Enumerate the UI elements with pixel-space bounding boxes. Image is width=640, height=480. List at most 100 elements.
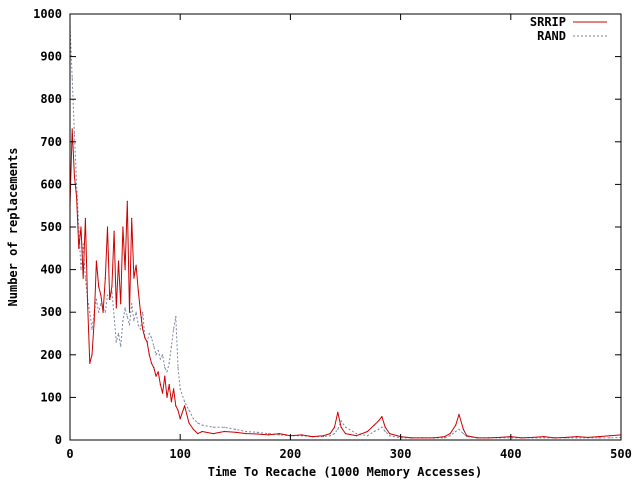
rand-data-point <box>162 354 164 356</box>
srrip-data-point <box>609 435 611 437</box>
srrip-data-point <box>104 277 106 279</box>
y-tick-label: 1000 <box>33 7 62 21</box>
srrip-data-point <box>311 436 313 438</box>
srrip-data-point <box>128 311 131 313</box>
srrip-data-point <box>192 428 194 430</box>
rand-data-point <box>576 437 578 439</box>
srrip-data-point <box>155 375 157 377</box>
srrip-data-point <box>95 260 97 262</box>
srrip-data-point <box>164 375 166 377</box>
srrip-data-point <box>422 437 424 439</box>
srrip-data-point <box>444 436 446 438</box>
srrip-data-point <box>184 405 186 407</box>
rand-data-point <box>168 362 170 364</box>
rand-data-point <box>113 315 115 318</box>
srrip-data-point <box>411 437 413 439</box>
rand-data-point <box>322 436 325 438</box>
srrip-data-point <box>576 436 578 438</box>
srrip-data-point <box>126 200 128 202</box>
srrip-data-point <box>554 437 556 439</box>
srrip-data-point <box>139 311 142 313</box>
srrip-data-point <box>98 286 100 288</box>
y-tick-label: 200 <box>40 348 62 362</box>
srrip-data-point <box>91 354 93 356</box>
rand-data-point <box>329 435 331 437</box>
rand-data-point <box>124 307 126 309</box>
y-tick-label: 700 <box>40 135 62 149</box>
srrip-data-point <box>131 217 133 220</box>
srrip-data-point <box>89 362 91 364</box>
srrip-data-point <box>80 226 82 228</box>
rand-data-point <box>78 226 80 228</box>
rand-data-point <box>137 324 139 326</box>
srrip-data-point <box>117 260 120 262</box>
y-axis-label: Number of replacements <box>6 148 20 307</box>
rand-data-point <box>192 418 194 420</box>
rand-data-point <box>135 311 137 313</box>
rand-data-point <box>381 426 383 428</box>
srrip-data-point <box>197 433 199 435</box>
rand-data-point <box>462 433 464 435</box>
y-tick-label: 500 <box>40 220 62 234</box>
rand-data-point <box>98 311 100 313</box>
srrip-data-point <box>201 430 203 433</box>
rand-data-point <box>366 435 369 437</box>
rand-data-point <box>455 430 457 433</box>
srrip-data-point <box>384 426 386 428</box>
rand-data-point <box>223 426 225 428</box>
srrip-data-point <box>488 437 490 439</box>
x-tick-label: 200 <box>280 447 302 461</box>
srrip-data-point <box>458 413 460 415</box>
y-tick-label: 600 <box>40 177 62 191</box>
y-tick-label: 300 <box>40 305 62 319</box>
srrip-data-point <box>329 433 331 435</box>
srrip-data-point <box>166 396 168 398</box>
srrip-data-point <box>102 311 104 313</box>
srrip-data-point <box>532 436 534 438</box>
srrip-data-point <box>565 436 567 438</box>
rand-data-point <box>73 132 75 134</box>
rand-data-point <box>179 388 181 390</box>
rand-data-point <box>89 311 91 313</box>
srrip-data-point <box>157 371 159 373</box>
rand-data-point <box>71 77 73 79</box>
rand-data-point <box>267 433 269 435</box>
srrip-data-point <box>142 328 144 330</box>
srrip-data-point <box>148 354 150 356</box>
srrip-data-point <box>122 226 124 228</box>
rand-data-point <box>131 303 133 305</box>
srrip-data-point <box>477 437 479 439</box>
srrip-data-point <box>76 196 78 198</box>
rand-data-point <box>373 430 375 433</box>
srrip-data-point <box>389 433 391 435</box>
srrip-data-point <box>135 264 137 266</box>
srrip-data-point <box>124 269 126 271</box>
srrip-data-point <box>113 230 115 232</box>
rand-data-point <box>91 328 93 330</box>
rand-data-point <box>340 420 342 422</box>
x-tick-label: 300 <box>390 447 412 461</box>
rand-data-point <box>115 341 117 343</box>
x-tick-label: 0 <box>66 447 73 461</box>
srrip-data-point <box>93 320 95 322</box>
y-tick-label: 0 <box>55 433 62 447</box>
srrip-data-point <box>337 411 339 413</box>
rand-data-point <box>175 315 177 318</box>
rand-data-point <box>177 367 179 369</box>
srrip-data-point <box>344 433 347 435</box>
rand-data-point <box>444 437 446 439</box>
rand-data-point <box>82 243 84 245</box>
rand-data-point <box>159 358 161 360</box>
srrip-data-point <box>188 422 190 424</box>
rand-data-point <box>148 332 150 335</box>
x-tick-label: 100 <box>169 447 191 461</box>
rand-data-point <box>458 428 460 430</box>
rand-data-point <box>173 328 175 330</box>
rand-data-point <box>188 409 190 411</box>
srrip-data-point <box>373 424 375 426</box>
srrip-data-point <box>378 420 380 422</box>
srrip-data-point <box>267 434 269 436</box>
rand-data-point <box>126 315 128 318</box>
